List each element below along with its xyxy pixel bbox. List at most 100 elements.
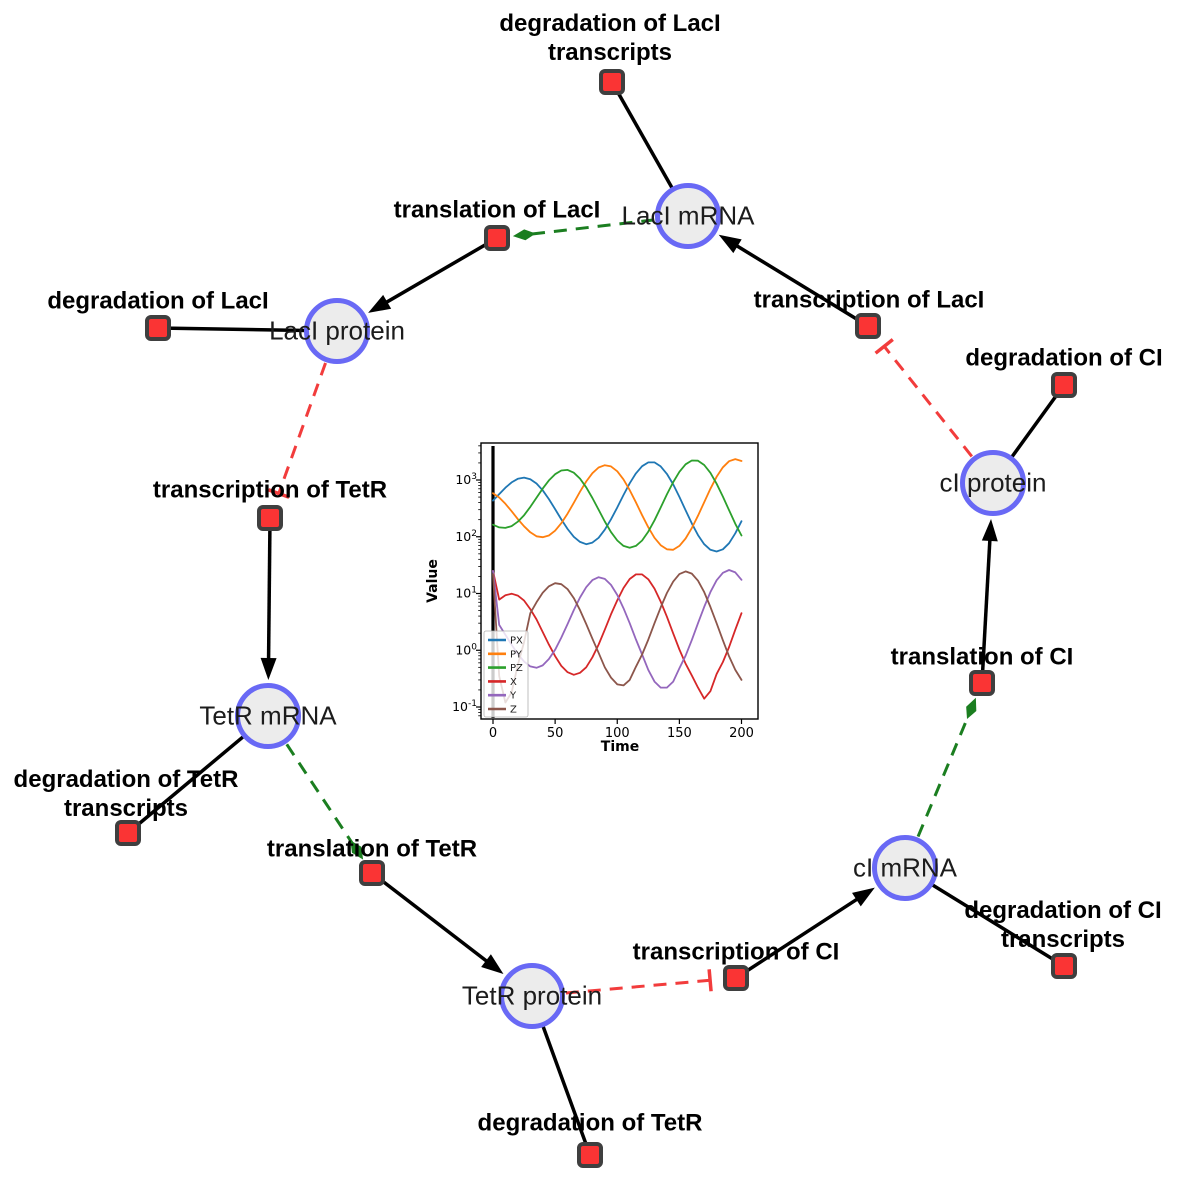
x-tick-label: 200 xyxy=(729,726,754,741)
arrowhead-edge-production-transl_laci-laci_protein xyxy=(368,294,392,313)
reaction-label-line: transcription of LacI xyxy=(753,286,985,314)
inhibition-bar-edge-inhibition-tetr_protein-tx_ci xyxy=(707,969,713,992)
chart-axes-box xyxy=(480,442,759,720)
arrowhead-edge-production-transl_tetr-tetr_protein xyxy=(481,954,504,975)
reaction-node-deg_ci[interactable] xyxy=(1051,372,1077,398)
inhibition-bar-edge-inhibition-ci_protein-tx_laci xyxy=(874,338,894,355)
species-label-tetr_mrna: TetR mRNA xyxy=(199,700,337,731)
reaction-label-line: transcription of CI xyxy=(632,938,840,966)
reaction-label-line: transcripts xyxy=(63,795,189,822)
reaction-node-tx_ci[interactable] xyxy=(723,965,749,991)
reaction-node-transl_laci[interactable] xyxy=(484,225,510,251)
chart-series-PZ xyxy=(492,459,743,549)
time-series-inset: 103 102 101 100 10-1 0 50 100 150 200 PX PY PZ X Y Z Ti… xyxy=(420,435,775,765)
reaction-node-deg_laci[interactable] xyxy=(145,315,171,341)
x-tick-label: 100 xyxy=(605,726,630,741)
reaction-label-tx_ci: transcription of CI xyxy=(633,938,840,967)
reaction-label-transl_tetr: translation of TetR xyxy=(267,835,477,864)
reaction-label-line: translation of CI xyxy=(890,643,1074,671)
edge-modifier-ci_mrna-transl_ci xyxy=(916,713,971,838)
chart-series-PY xyxy=(492,458,743,551)
arrowhead-edge-production-transl_ci-ci_protein xyxy=(981,518,998,542)
y-tick-label: 100 xyxy=(455,642,477,657)
chart-legend: PX PY PZ XYZ xyxy=(483,630,529,718)
edge-production-transl_ci-ci_protein xyxy=(980,530,993,684)
arrowhead-edge-production-tx_ci-ci_mrna xyxy=(852,887,875,907)
species-label-laci_mrna: LacI mRNA xyxy=(621,200,755,231)
species-node-laci_protein[interactable] xyxy=(304,298,370,364)
reaction-node-deg_ci_tx[interactable] xyxy=(1051,953,1077,979)
y-tick-label: 103 xyxy=(455,472,477,487)
reaction-label-transl_laci: translation of LacI xyxy=(394,196,601,225)
reaction-node-deg_tetr[interactable] xyxy=(577,1142,603,1168)
species-label-tetr_protein: TetR protein xyxy=(461,980,603,1011)
arrowhead-edge-modifier-laci_mrna-transl_laci xyxy=(512,229,536,241)
edge-inhibition-laci_protein-tx_tetr xyxy=(277,362,327,495)
edge-production-transl_tetr-tetr_protein xyxy=(370,871,496,969)
arrowhead-edge-production-tx_tetr-tetr_mrna xyxy=(260,657,277,681)
edge-inhibition-ci_protein-tx_laci xyxy=(883,345,973,458)
y-tick-label: 102 xyxy=(455,529,477,544)
reaction-label-line: degradation of LacI xyxy=(47,287,269,315)
species-label-ci_protein: cI protein xyxy=(939,467,1047,498)
reaction-label-line: degradation of TetR xyxy=(13,766,239,793)
species-label-ci_mrna: cI mRNA xyxy=(853,852,957,883)
edge-production-tx_ci-ci_mrna xyxy=(735,892,866,980)
legend-label-Z: Z xyxy=(510,705,517,716)
chart-series-PX xyxy=(492,461,743,553)
reaction-node-transl_ci[interactable] xyxy=(969,670,995,696)
reaction-label-tx_tetr: transcription of TetR xyxy=(153,476,387,505)
reaction-label-line: transcription of TetR xyxy=(152,476,388,504)
edge-modifier-tetr_mrna-transl_tetr xyxy=(285,743,355,846)
chart-series-Y xyxy=(492,569,743,689)
reaction-label-line: degradation of LacI xyxy=(499,10,721,37)
edge-production-tx_tetr-tetr_mrna xyxy=(266,517,272,669)
legend-label-PZ: PZ xyxy=(510,663,523,674)
reaction-node-deg_laci_tx[interactable] xyxy=(599,69,625,95)
chart-ylabel: Value xyxy=(425,559,441,603)
reaction-node-transl_tetr[interactable] xyxy=(359,860,385,886)
inhibition-bar-edge-inhibition-laci_protein-tx_tetr xyxy=(267,488,290,499)
x-tick-label: 50 xyxy=(547,726,564,741)
reaction-node-tx_laci[interactable] xyxy=(855,313,881,339)
legend-label-X: X xyxy=(510,677,517,688)
reaction-label-tx_laci: transcription of LacI xyxy=(754,286,985,315)
reaction-node-deg_tetr_tx[interactable] xyxy=(115,820,141,846)
arrowhead-edge-production-tx_laci-laci_mrna xyxy=(718,234,742,254)
edge-production-transl_laci-laci_protein xyxy=(377,236,498,309)
reaction-label-line: transcripts xyxy=(1000,926,1126,953)
reaction-label-deg_ci: degradation of CI xyxy=(965,344,1162,373)
arrowhead-edge-modifier-ci_mrna-transl_ci xyxy=(966,697,977,720)
species-label-laci_protein: LacI protein xyxy=(269,315,405,346)
species-node-tetr_protein[interactable] xyxy=(499,963,565,1029)
reaction-label-line: degradation of CI xyxy=(964,897,1162,924)
edge-inhibition-tetr_protein-tx_ci xyxy=(565,978,711,995)
chart-series-Z xyxy=(492,570,743,704)
reaction-node-tx_tetr[interactable] xyxy=(257,505,283,531)
reaction-label-deg_tetr: degradation of TetR xyxy=(478,1109,703,1138)
species-node-tetr_mrna[interactable] xyxy=(235,683,301,749)
reaction-label-deg_tetr_tx: degradation of TetR transcripts xyxy=(14,765,239,823)
reaction-label-line: translation of TetR xyxy=(266,835,478,863)
legend-label-PX: PX xyxy=(510,636,523,647)
edge-production-tx_laci-laci_mrna xyxy=(728,239,869,328)
reaction-label-line: translation of LacI xyxy=(393,196,601,224)
species-node-ci_protein[interactable] xyxy=(960,450,1026,516)
species-node-laci_mrna[interactable] xyxy=(655,183,721,249)
x-tick-label: 150 xyxy=(667,726,692,741)
reaction-label-deg_laci: degradation of LacI xyxy=(47,287,268,316)
legend-label-Y: Y xyxy=(509,691,517,702)
chart-series-X xyxy=(492,569,743,700)
reaction-label-line: transcripts xyxy=(547,39,673,66)
x-tick-label: 0 xyxy=(489,726,497,741)
reaction-label-transl_ci: translation of CI xyxy=(891,643,1074,672)
time-series-chart: 103 102 101 100 10-1 0 50 100 150 200 PX PY PZ XYZ xyxy=(452,442,759,741)
species-node-ci_mrna[interactable] xyxy=(872,835,938,901)
reaction-label-deg_ci_tx: degradation of CI transcripts xyxy=(964,896,1161,954)
legend-label-PY: PY xyxy=(510,649,523,660)
reaction-label-line: degradation of TetR xyxy=(477,1109,703,1137)
reaction-label-line: degradation of CI xyxy=(965,344,1163,372)
y-tick-label: 101 xyxy=(455,586,477,601)
y-tick-label: 10-1 xyxy=(452,699,477,714)
